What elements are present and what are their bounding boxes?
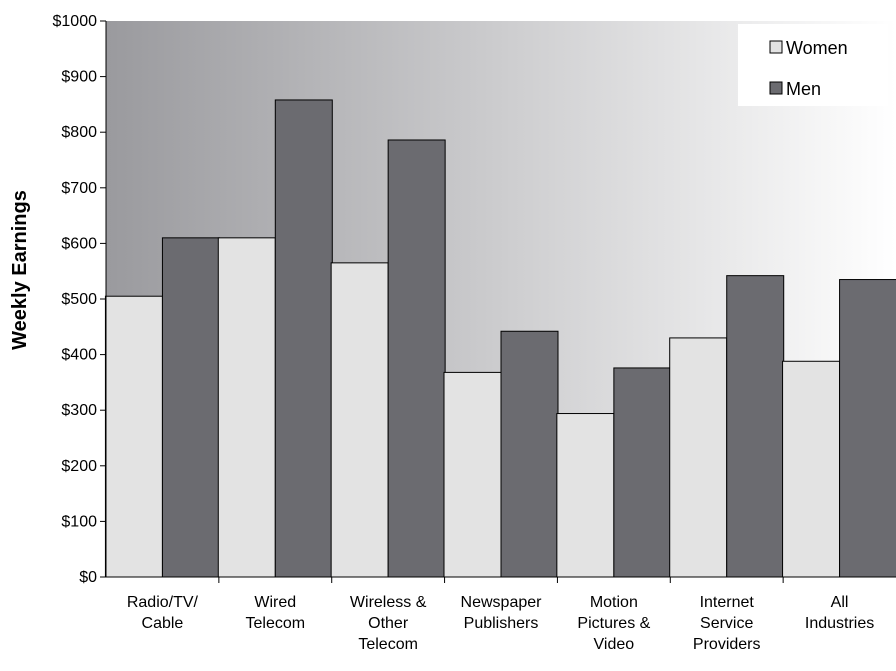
legend-swatch-women xyxy=(769,40,783,54)
x-axis-categories: Radio/TV/Cable Wired Telecom Wireless & Othe… xyxy=(127,577,874,653)
y-tick-label: $700 xyxy=(61,180,97,197)
y-tick-label: $900 xyxy=(61,69,97,86)
x-category-label: Wired Telecom xyxy=(245,594,305,632)
y-axis-label: Weekly Earnings xyxy=(9,190,31,350)
y-tick-label: $400 xyxy=(61,347,97,364)
bar-men xyxy=(839,279,896,578)
bar-women xyxy=(217,237,276,578)
x-category-label: Radio/TV/Cable xyxy=(127,594,199,632)
legend-box xyxy=(738,24,888,106)
y-tick-label: $100 xyxy=(61,513,97,530)
legend: Women Men xyxy=(738,24,888,106)
x-category-label: Motion Pictures & Video xyxy=(577,594,650,653)
bar-men xyxy=(500,330,559,578)
bar-men xyxy=(274,99,333,578)
bar-women xyxy=(782,360,841,578)
legend-label-men: Men xyxy=(786,79,821,99)
bar-men xyxy=(161,237,220,578)
bar-women xyxy=(556,413,615,578)
legend-label-women: Women xyxy=(786,38,848,58)
bar-women xyxy=(669,337,728,578)
y-tick-label: $300 xyxy=(61,402,97,419)
bar-men xyxy=(726,275,785,578)
x-category-label: Wireless & Other Telecom xyxy=(350,594,427,653)
x-category-label: Internet Service Providers xyxy=(693,594,761,653)
bar-women xyxy=(330,262,389,578)
y-tick-label: $200 xyxy=(61,458,97,475)
y-tick-label: $1000 xyxy=(53,13,98,30)
bar-men xyxy=(613,367,672,578)
bars xyxy=(104,99,896,578)
y-tick-label: $800 xyxy=(61,124,97,141)
x-category-label: All Industries xyxy=(805,594,874,632)
y-tick-label: $600 xyxy=(61,235,97,252)
legend-swatch-men xyxy=(769,81,783,95)
y-tick-label: $500 xyxy=(61,291,97,308)
bar-women xyxy=(104,295,163,578)
bar-men xyxy=(387,139,446,578)
bar-women xyxy=(443,371,502,578)
y-tick-label: $0 xyxy=(79,569,97,586)
y-axis-ticks: $0 $100 $200 $300 $400 $500 $600 $700 $800 $900 $1… xyxy=(53,13,106,586)
x-category-label: Newspaper Publishers xyxy=(461,594,543,632)
